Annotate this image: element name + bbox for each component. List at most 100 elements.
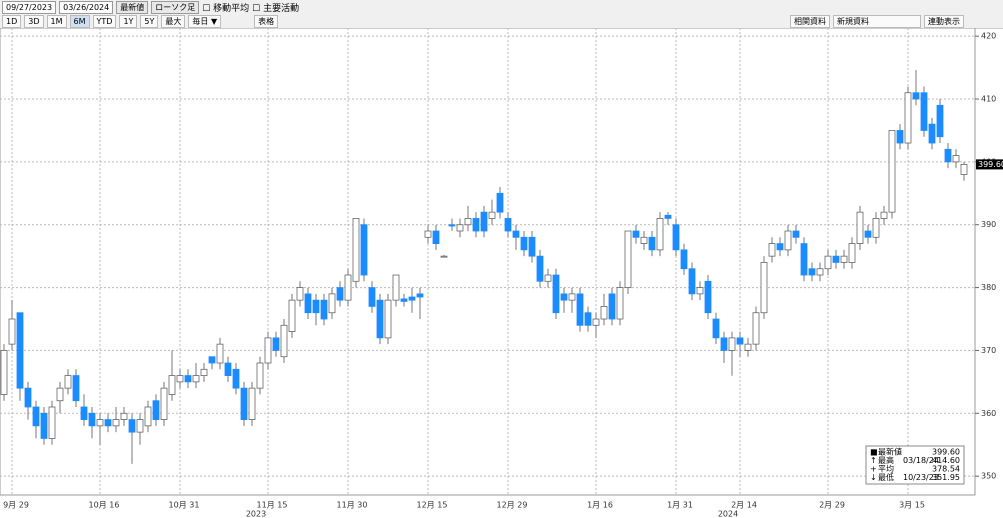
period-button[interactable]: 1D	[2, 15, 22, 28]
period-button[interactable]: 5Y	[140, 15, 159, 28]
candle-body	[576, 293, 584, 326]
candle-body	[216, 343, 224, 364]
candle-body	[40, 412, 48, 439]
candle-body	[312, 299, 320, 314]
period-button[interactable]: 3D	[24, 15, 44, 28]
candle-body	[840, 255, 848, 263]
period-button[interactable]: 毎日 ▼	[188, 15, 222, 28]
candle-body	[544, 274, 552, 282]
candle-body	[128, 419, 136, 433]
candle-body	[24, 387, 32, 408]
candle-body	[0, 350, 8, 395]
candle-body	[656, 218, 664, 251]
candle-body	[776, 243, 784, 251]
candle-body	[600, 306, 608, 320]
right-button[interactable]: 新規資料	[833, 15, 921, 28]
x-tick-label: 11月 15	[257, 501, 288, 510]
candle-body	[752, 312, 760, 345]
legend-name: 最新値	[878, 447, 902, 457]
candle-body	[712, 318, 720, 339]
candle-body	[632, 230, 640, 238]
table-button[interactable]: 表格	[254, 15, 279, 28]
candle-body	[720, 337, 728, 351]
period-button[interactable]: 6M	[69, 15, 90, 28]
check-label: 移動平均	[213, 4, 250, 14]
candle-body	[728, 337, 736, 351]
candle-body	[168, 375, 176, 395]
candle-body	[112, 419, 120, 427]
candle-body	[304, 293, 312, 314]
y-tick-label: 370	[981, 346, 996, 355]
candle-body	[672, 224, 680, 251]
candle-body	[664, 214, 672, 219]
candle-body	[384, 299, 392, 339]
y-tick-label: 350	[981, 472, 996, 481]
candle-body	[760, 262, 768, 314]
right-button[interactable]: 連動表示	[924, 15, 964, 28]
check[interactable]: ☐ 主要活動	[252, 4, 300, 14]
legend-value: 351.95	[932, 473, 960, 482]
candle-body	[848, 243, 856, 263]
end-date[interactable]: 03/26/2024	[59, 1, 114, 14]
field-select[interactable]: 最新値	[116, 1, 149, 14]
candle-body	[472, 218, 480, 232]
candle-body	[856, 211, 864, 244]
candle-body	[896, 130, 904, 144]
candle-body	[152, 400, 160, 420]
legend-icon: ↓	[870, 473, 877, 482]
candle-body	[416, 293, 424, 298]
candle-body	[512, 230, 520, 238]
period-button[interactable]: 1Y	[119, 15, 138, 28]
year-label: 2023	[246, 510, 266, 518]
candle-body	[952, 155, 960, 163]
candle-body	[296, 287, 304, 301]
legend-name: 平均	[878, 464, 894, 474]
candle-body	[880, 211, 888, 219]
candle-body	[552, 274, 560, 314]
period-button[interactable]: 1M	[46, 15, 67, 28]
candle-body	[104, 419, 112, 427]
last-price-label: 399.60	[978, 160, 1003, 169]
candle-body	[320, 299, 328, 320]
legend-icon: +	[870, 465, 877, 474]
candle-body	[136, 419, 144, 433]
legend-name: 最高	[878, 455, 894, 465]
candle-body	[256, 362, 264, 389]
y-tick-label: 420	[981, 32, 996, 41]
right-button[interactable]: 相関資料	[790, 15, 830, 28]
candle-body	[192, 375, 200, 383]
candle-body	[120, 412, 128, 420]
candle-body	[440, 255, 448, 258]
candle-body	[56, 387, 64, 402]
candle-body	[160, 387, 168, 420]
candle-body	[96, 419, 104, 427]
legend-value: 399.60	[932, 448, 960, 457]
candle-body	[280, 324, 288, 358]
candle-body	[448, 224, 456, 227]
legend-icon: ↑	[870, 456, 877, 465]
candle-body	[944, 148, 952, 163]
x-tick-label: 3月 15	[899, 501, 925, 510]
x-tick-label: 1月 31	[667, 501, 693, 510]
period-button[interactable]: YTD	[92, 15, 117, 28]
candle-body	[360, 224, 368, 276]
candle-body	[32, 406, 40, 427]
legend-value: 414.60	[932, 456, 960, 465]
candle-body	[224, 362, 232, 376]
toolbar: 09/27/2023 03/26/2024 最新値 ローソク足 ☐ 移動平均 ☐…	[0, 0, 1003, 29]
candle-body	[864, 230, 872, 238]
candle-body	[680, 249, 688, 270]
period-button[interactable]: 最大	[161, 15, 186, 28]
candle-body	[376, 299, 384, 339]
x-tick-label: 11月 30	[337, 501, 368, 510]
check[interactable]: ☐ 移動平均	[202, 4, 250, 14]
candle-body	[960, 163, 968, 175]
candle-body	[344, 274, 352, 301]
candle-body	[240, 387, 248, 420]
x-tick-label: 1月 16	[587, 501, 613, 510]
style-select[interactable]: ローソク足	[151, 1, 200, 14]
start-date[interactable]: 09/27/2023	[2, 1, 57, 14]
candle-body	[528, 236, 536, 257]
candle-body	[368, 287, 376, 307]
x-tick-label: 10月 16	[89, 501, 120, 510]
